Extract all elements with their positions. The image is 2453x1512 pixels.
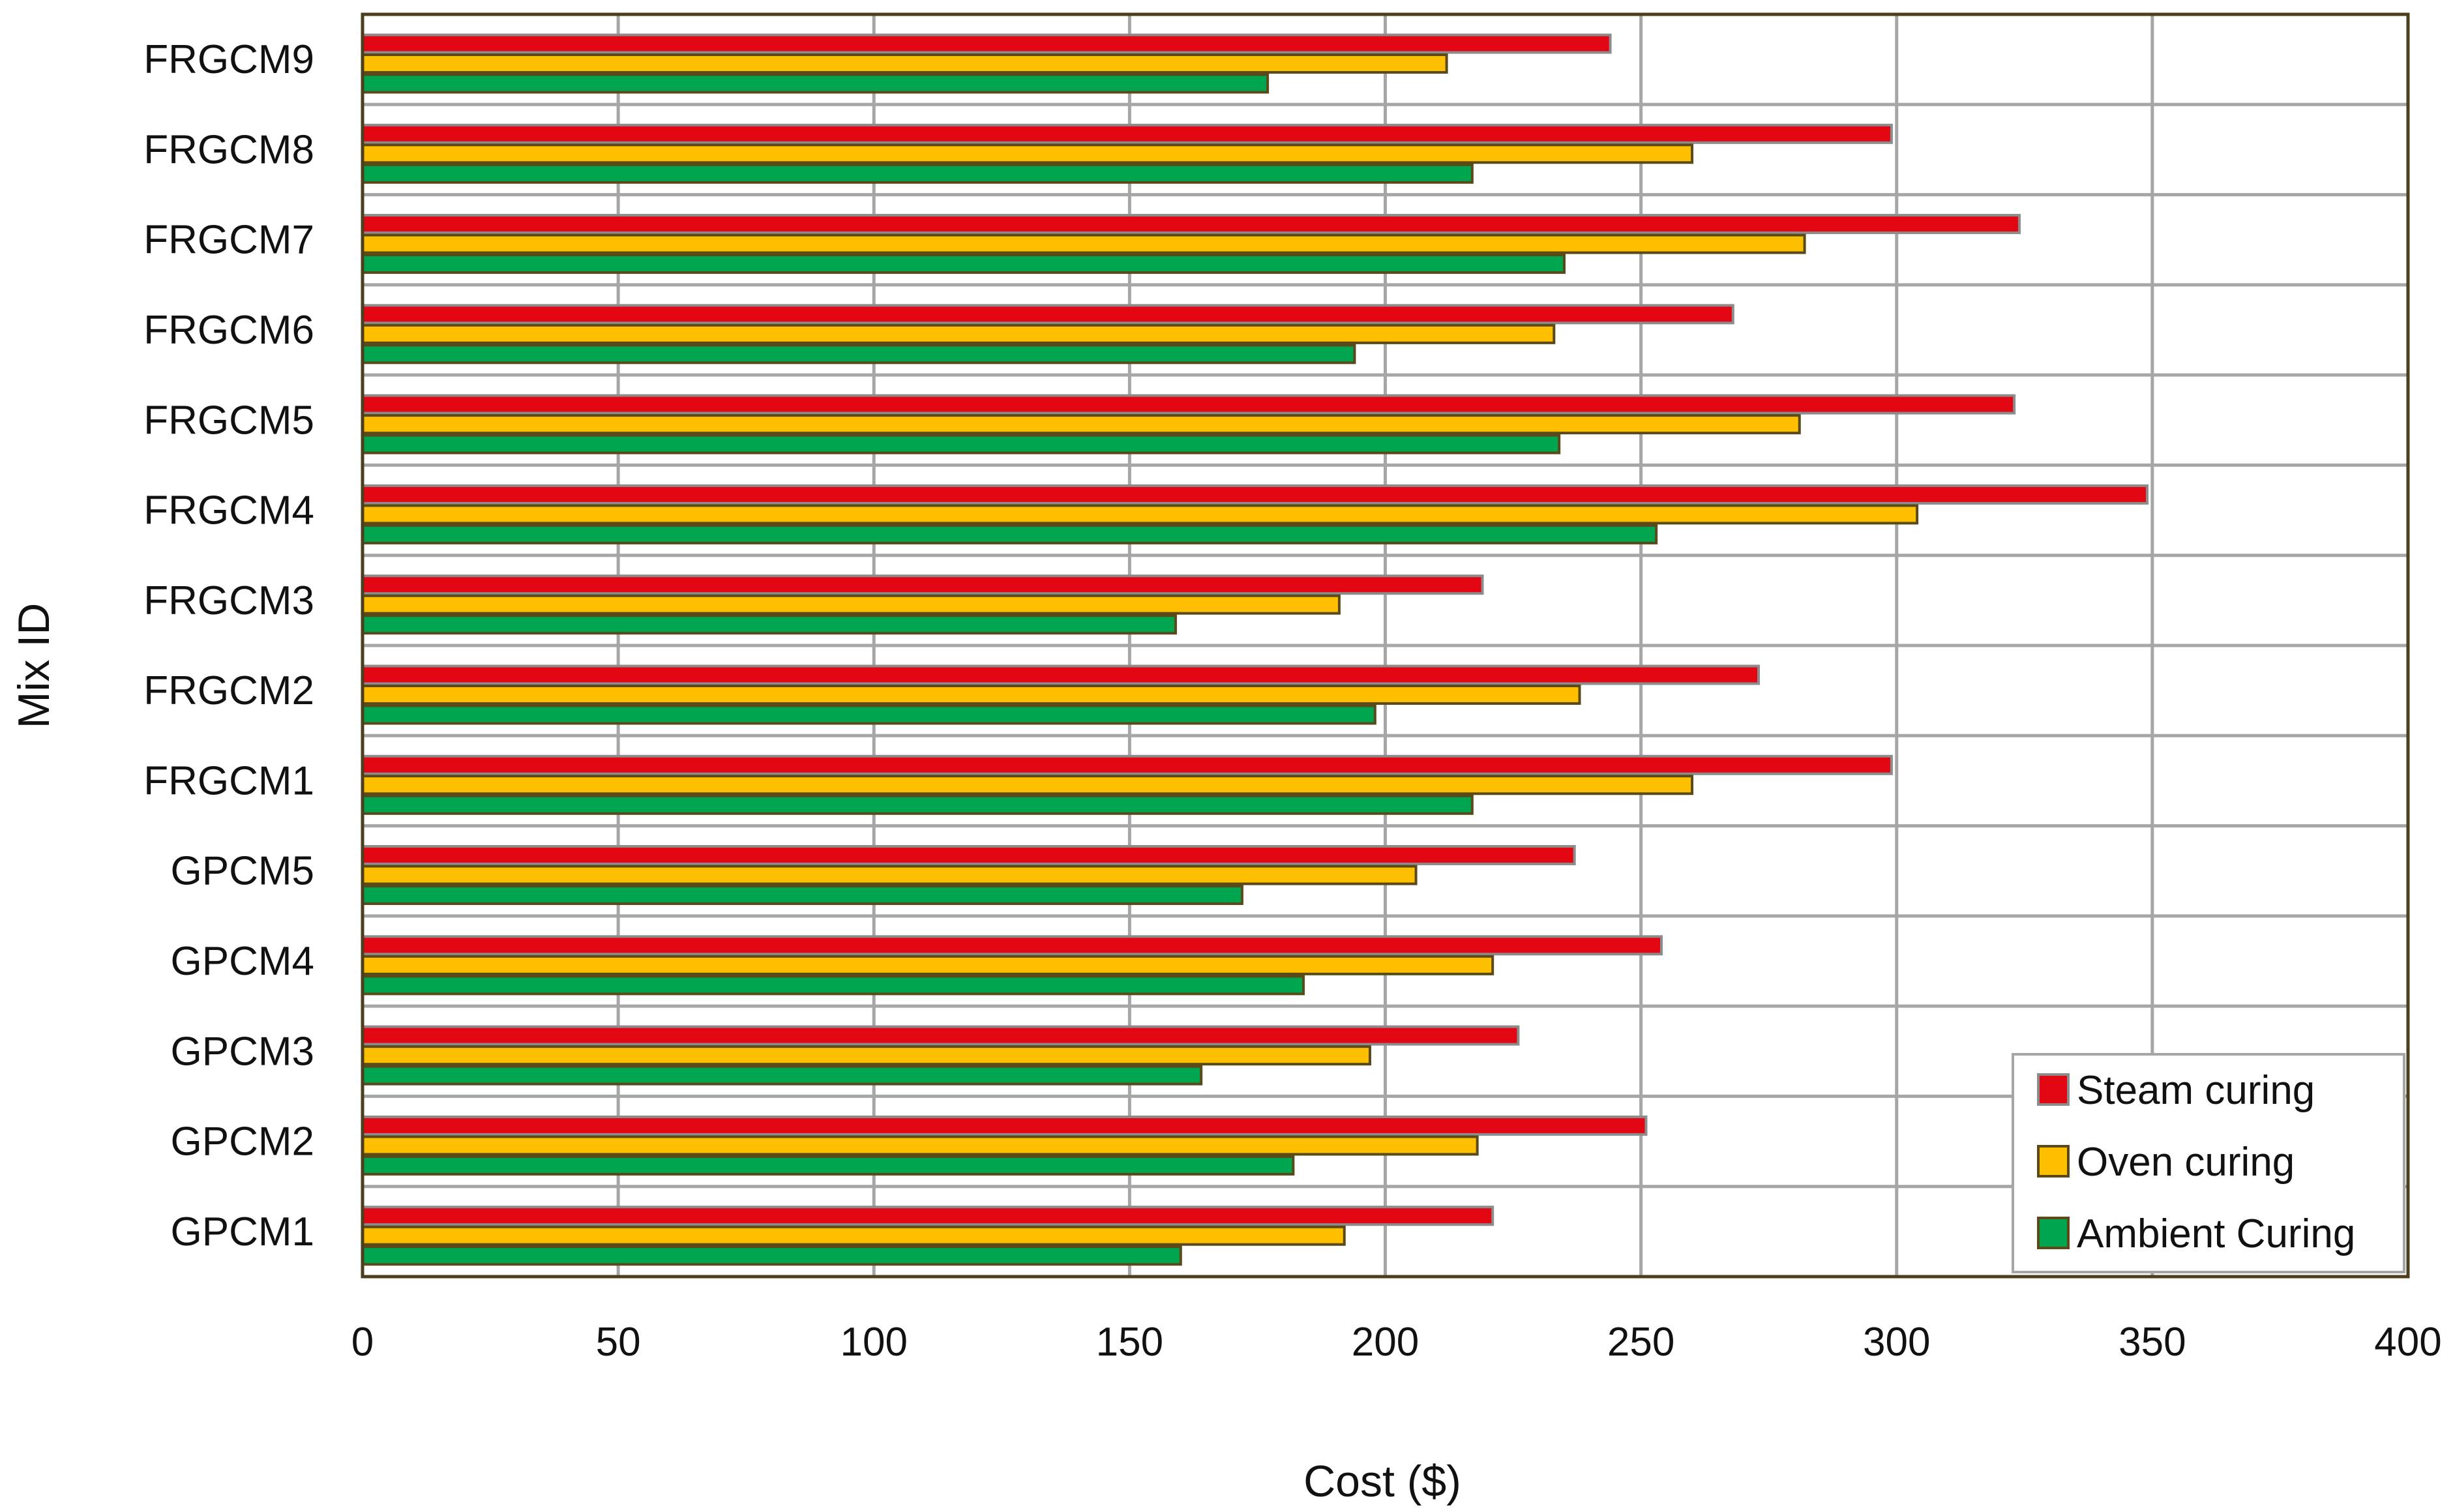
bar-frgcm1-steam-curing xyxy=(361,754,1893,775)
bar-gpcm5-ambient-curing xyxy=(361,885,1243,906)
legend: Steam curing Oven curing Ambient Curing xyxy=(2012,1053,2405,1273)
bar-frgcm3-steam-curing xyxy=(361,574,1484,595)
tick-labels: GPCM1 GPCM2 GPCM3 GPCM4 GPCM5 FRGCM1 FRGCM2 FRG… xyxy=(143,37,2442,1365)
y-tick-label: FRGCM9 xyxy=(143,37,314,82)
bar-frgcm9-ambient-curing xyxy=(361,73,1270,94)
legend-swatch-ambient-curing xyxy=(2037,1217,2070,1249)
x-tick-label: 350 xyxy=(2118,1320,2186,1365)
bar-frgcm1-ambient-curing xyxy=(361,794,1474,815)
legend-swatch-steam-curing xyxy=(2037,1073,2070,1106)
x-tick-label: 100 xyxy=(840,1320,908,1365)
x-tick-label: 400 xyxy=(2374,1320,2441,1365)
y-tick-label: GPCM4 xyxy=(171,939,314,984)
x-tick-label: 50 xyxy=(596,1320,641,1365)
legend-label-oven-curing: Oven curing xyxy=(2077,1140,2295,1185)
y-tick-label: GPCM2 xyxy=(171,1119,314,1164)
y-tick-label: FRGCM3 xyxy=(143,578,314,623)
bar-frgcm8-oven-curing xyxy=(361,143,1694,164)
y-tick-label: FRGCM1 xyxy=(143,758,314,803)
y-tick-label: FRGCM2 xyxy=(143,668,314,713)
bar-gpcm2-ambient-curing xyxy=(361,1155,1295,1176)
bar-frgcm1-oven-curing xyxy=(361,775,1694,795)
bar-frgcm5-steam-curing xyxy=(361,394,2016,415)
y-tick-label: FRGCM6 xyxy=(143,308,314,353)
y-axis-title: Mix ID xyxy=(9,603,59,729)
bar-frgcm9-oven-curing xyxy=(361,53,1448,74)
bar-frgcm7-steam-curing xyxy=(361,214,2021,235)
bar-gpcm4-oven-curing xyxy=(361,955,1494,975)
plot-frame xyxy=(361,12,2410,1279)
bar-frgcm5-oven-curing xyxy=(361,414,1801,435)
y-tick-label: FRGCM7 xyxy=(143,218,314,263)
x-tick-label: 250 xyxy=(1607,1320,1674,1365)
bar-frgcm5-ambient-curing xyxy=(361,434,1561,454)
legend-label-steam-curing: Steam curing xyxy=(2077,1068,2315,1113)
y-tick-label: FRGCM5 xyxy=(143,398,314,443)
x-axis-title: Cost ($) xyxy=(1303,1457,1461,1506)
y-tick-label: FRGCM4 xyxy=(143,488,314,533)
y-tick-label: FRGCM8 xyxy=(143,127,314,172)
bar-frgcm6-steam-curing xyxy=(361,304,1734,325)
bar-frgcm2-ambient-curing xyxy=(361,704,1376,725)
x-tick-label: 300 xyxy=(1863,1320,1930,1365)
legend-label-ambient-curing: Ambient Curing xyxy=(2077,1211,2355,1256)
axes xyxy=(361,12,2410,1279)
legend-swatch-oven-curing xyxy=(2037,1145,2070,1178)
x-tick-label: 0 xyxy=(351,1320,374,1365)
bar-frgcm2-steam-curing xyxy=(361,664,1761,685)
bar-gpcm5-steam-curing xyxy=(361,845,1576,866)
bar-frgcm7-oven-curing xyxy=(361,233,1806,254)
bar-frgcm4-ambient-curing xyxy=(361,524,1658,544)
bar-frgcm4-oven-curing xyxy=(361,504,1919,525)
bar-gpcm2-steam-curing xyxy=(361,1115,1648,1136)
y-tick-label: GPCM1 xyxy=(171,1209,314,1254)
bar-gpcm1-oven-curing xyxy=(361,1225,1346,1246)
bar-gpcm1-steam-curing xyxy=(361,1206,1494,1226)
x-tick-label: 200 xyxy=(1352,1320,1419,1365)
x-tick-label: 150 xyxy=(1096,1320,1163,1365)
bar-frgcm2-oven-curing xyxy=(361,685,1581,705)
bar-gpcm4-ambient-curing xyxy=(361,975,1305,996)
legend-box xyxy=(2012,1053,2405,1273)
bar-gpcm5-oven-curing xyxy=(361,865,1418,885)
bar-gpcm4-steam-curing xyxy=(361,935,1663,956)
bar-frgcm7-ambient-curing xyxy=(361,254,1566,274)
bar-gpcm3-oven-curing xyxy=(361,1045,1371,1066)
bar-frgcm9-steam-curing xyxy=(361,33,1612,54)
bar-gpcm3-steam-curing xyxy=(361,1025,1520,1046)
y-tick-label: GPCM5 xyxy=(171,849,314,894)
bar-frgcm8-steam-curing xyxy=(361,123,1893,144)
bar-frgcm3-oven-curing xyxy=(361,594,1341,615)
bar-frgcm4-steam-curing xyxy=(361,484,2149,505)
y-tick-label: GPCM3 xyxy=(171,1029,314,1074)
bar-gpcm3-ambient-curing xyxy=(361,1065,1203,1086)
bar-frgcm6-ambient-curing xyxy=(361,344,1356,364)
bar-frgcm8-ambient-curing xyxy=(361,163,1474,184)
bar-frgcm6-oven-curing xyxy=(361,323,1556,344)
bar-gpcm1-ambient-curing xyxy=(361,1245,1182,1266)
bar-frgcm3-ambient-curing xyxy=(361,614,1177,635)
bar-gpcm2-oven-curing xyxy=(361,1135,1479,1156)
